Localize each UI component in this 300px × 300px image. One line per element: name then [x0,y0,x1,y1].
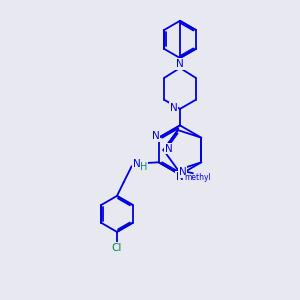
Text: N: N [152,131,160,141]
Text: N: N [169,103,177,113]
Text: H: H [140,162,147,172]
Text: N: N [176,172,184,182]
Text: N: N [133,159,141,169]
Text: Cl: Cl [112,243,122,253]
Text: N: N [178,167,186,177]
Text: N: N [176,59,184,69]
Text: methyl: methyl [184,173,212,182]
Text: N: N [165,143,173,154]
